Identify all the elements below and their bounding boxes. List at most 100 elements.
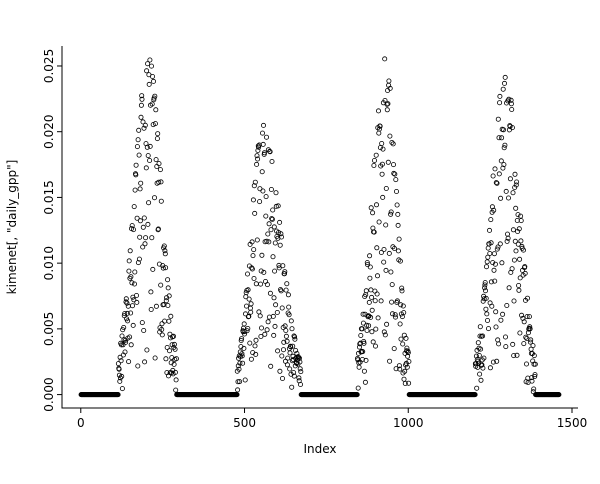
data-point [166, 293, 172, 299]
data-point [264, 282, 270, 288]
data-point [297, 359, 303, 365]
data-point [251, 247, 257, 253]
data-point [290, 343, 296, 349]
data-point [296, 355, 302, 361]
data-point [477, 371, 483, 377]
data-point [263, 134, 269, 140]
data-point [386, 78, 392, 84]
data-point [527, 324, 533, 330]
data-point [521, 341, 527, 347]
data-point [278, 288, 284, 294]
data-point [378, 298, 384, 304]
data-point [373, 202, 379, 208]
data-point [556, 392, 562, 398]
data-point [360, 349, 366, 355]
data-point [393, 188, 399, 194]
data-point [484, 317, 490, 323]
data-point [283, 287, 289, 293]
data-point [241, 331, 247, 337]
data-point [393, 366, 399, 372]
data-point [473, 353, 479, 359]
data-point [277, 368, 283, 374]
data-point [492, 166, 498, 172]
data-point [172, 369, 178, 375]
data-point [284, 281, 290, 287]
data-point [150, 266, 156, 272]
data-point [117, 354, 123, 360]
data-point [128, 274, 134, 280]
data-point [497, 100, 503, 106]
data-point [384, 101, 390, 107]
data-point [510, 190, 516, 196]
data-point [496, 135, 502, 141]
data-point [272, 240, 278, 246]
data-point [173, 356, 179, 362]
data-point [155, 226, 161, 232]
data-point [503, 344, 509, 350]
data-point [267, 149, 273, 155]
data-point [140, 224, 146, 230]
data-point [162, 251, 168, 257]
data-point [495, 337, 501, 343]
data-point [271, 332, 277, 338]
data-point [373, 326, 379, 332]
data-point [481, 296, 487, 302]
data-point [396, 363, 402, 369]
data-point [117, 375, 123, 381]
data-point [502, 334, 508, 340]
data-point [262, 278, 268, 284]
data-point [122, 311, 128, 317]
data-point [375, 108, 381, 114]
data-point [398, 302, 404, 308]
data-point [504, 231, 510, 237]
data-point [250, 197, 256, 203]
data-point [498, 158, 504, 164]
data-point [258, 268, 264, 274]
data-point [501, 145, 507, 151]
data-point [512, 184, 518, 190]
data-point [398, 336, 404, 342]
data-point [254, 153, 260, 159]
data-point [386, 250, 392, 256]
data-point [491, 267, 497, 273]
data-point [289, 326, 295, 332]
data-point [281, 339, 287, 345]
data-point [134, 299, 140, 305]
data-point [242, 311, 248, 317]
data-point [119, 373, 125, 379]
data-point [129, 280, 135, 286]
data-point [480, 333, 486, 339]
data-point [128, 310, 134, 316]
data-point [501, 80, 507, 86]
data-point [490, 173, 496, 179]
data-point [502, 74, 508, 80]
data-point [526, 314, 532, 320]
data-point [391, 245, 397, 251]
data-point [145, 153, 151, 159]
data-point [249, 266, 255, 272]
data-point [531, 353, 537, 359]
data-point [156, 161, 162, 167]
data-point [531, 386, 537, 392]
data-point [370, 339, 376, 345]
data-point [374, 291, 380, 297]
data-point [254, 161, 260, 167]
data-point [126, 258, 132, 264]
data-point [368, 205, 374, 211]
data-point [143, 235, 149, 241]
data-point [364, 260, 370, 266]
data-point [507, 124, 513, 130]
data-point [368, 314, 374, 320]
data-point [511, 257, 517, 263]
data-point [141, 215, 147, 221]
data-point [530, 343, 536, 349]
data-point [356, 364, 362, 370]
data-point [376, 219, 382, 225]
x-axis-title: Index [303, 442, 336, 456]
data-point [143, 165, 149, 171]
data-point [401, 376, 407, 382]
data-point [242, 329, 248, 335]
data-point [511, 298, 517, 304]
data-point [372, 288, 378, 294]
data-point [532, 373, 538, 379]
